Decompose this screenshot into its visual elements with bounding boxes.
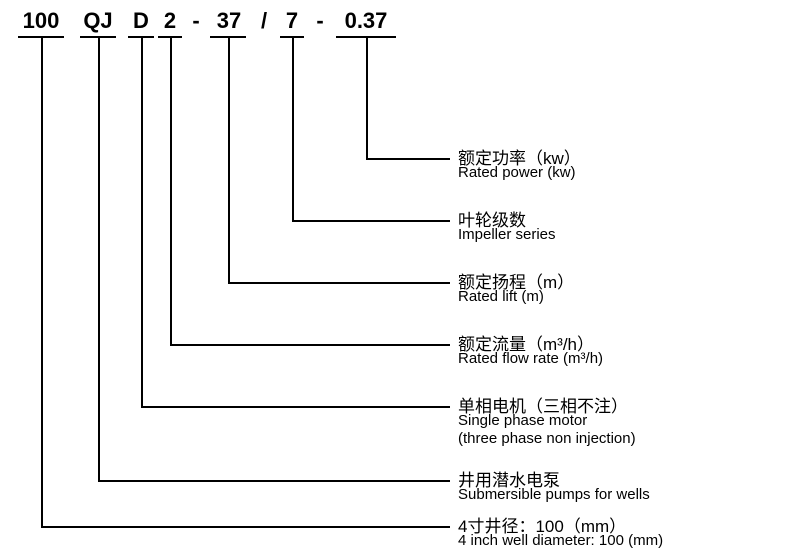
code-segment-7: 7 <box>284 8 300 34</box>
code-segment-3: 2 <box>162 8 178 34</box>
hline-2 <box>228 282 450 284</box>
code-segment-1: QJ <box>82 8 114 34</box>
underline-0 <box>18 36 64 38</box>
hline-0 <box>366 158 450 160</box>
hline-3 <box>170 344 450 346</box>
hline-6 <box>41 526 450 528</box>
vline-5 <box>98 36 100 482</box>
label-en-3: Rated flow rate (m³/h) <box>458 350 603 367</box>
label-en-0: Rated power (kw) <box>458 164 576 181</box>
underline-1 <box>80 36 116 38</box>
vline-3 <box>170 36 172 346</box>
underline-5 <box>210 36 246 38</box>
code-segment-5: 37 <box>214 8 244 34</box>
underline-9 <box>336 36 396 38</box>
hline-1 <box>292 220 450 222</box>
label-en-2: Rated lift (m) <box>458 288 544 305</box>
code-segment-4: - <box>190 8 202 34</box>
vline-4 <box>141 36 143 408</box>
vline-0 <box>366 36 368 160</box>
code-segment-9: 0.37 <box>340 8 392 34</box>
vline-2 <box>228 36 230 284</box>
code-segment-2: D <box>132 8 150 34</box>
code-segment-8: - <box>314 8 326 34</box>
label-en-1: Impeller series <box>458 226 556 243</box>
code-segment-0: 100 <box>20 8 62 34</box>
underline-3 <box>158 36 182 38</box>
vline-1 <box>292 36 294 222</box>
label-en-5: Submersible pumps for wells <box>458 486 650 503</box>
hline-4 <box>141 406 450 408</box>
underline-2 <box>128 36 154 38</box>
label-en-4: Single phase motor <box>458 412 587 429</box>
vline-6 <box>41 36 43 528</box>
hline-5 <box>98 480 450 482</box>
code-segment-6: / <box>258 8 270 34</box>
label-en-6: 4 inch well diameter: 100 (mm) <box>458 532 663 549</box>
underline-7 <box>280 36 304 38</box>
label-en2-4: (three phase non injection) <box>458 430 636 447</box>
